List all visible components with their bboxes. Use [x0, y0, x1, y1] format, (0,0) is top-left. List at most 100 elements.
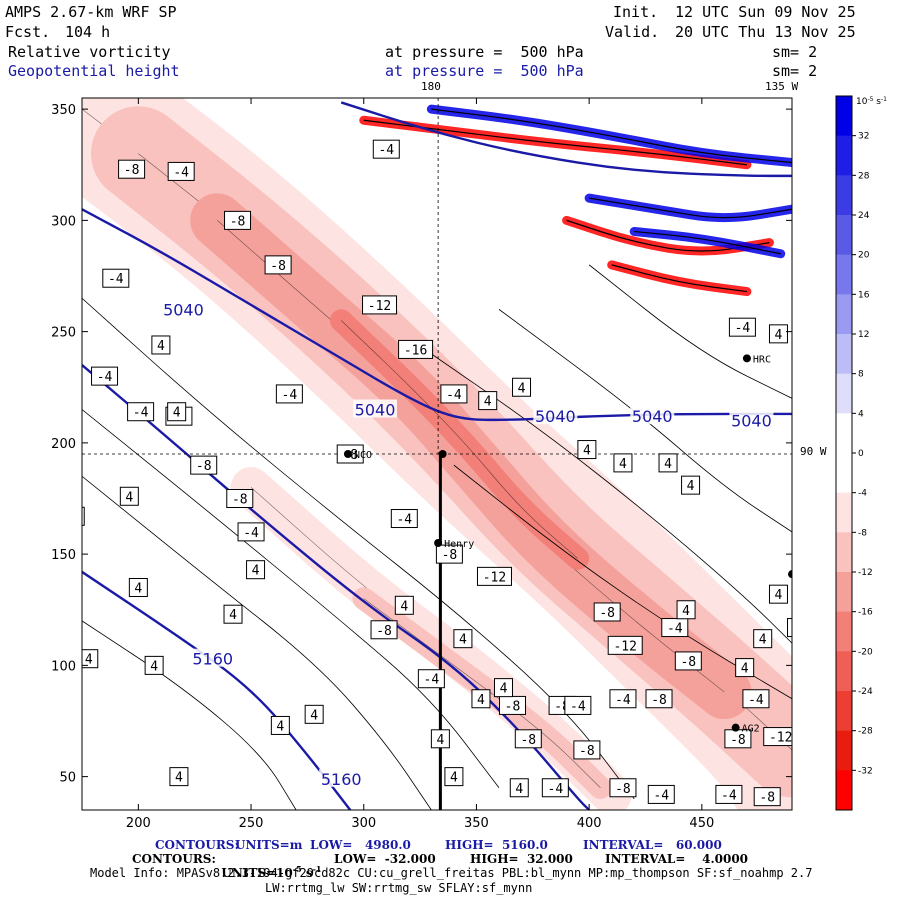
vorticity-label-34: -8 [730, 733, 746, 748]
vorticity-label-0: -8 [124, 163, 140, 178]
station-label-0: NCO [354, 450, 372, 461]
footer-model-info: Model Info: MPASv8.2.3-194-gf29cd82c CU:… [90, 866, 813, 880]
height-contour-0 [82, 208, 792, 422]
vorticity-label-box-9 [91, 366, 119, 386]
x-tick-label-0: 200 [126, 816, 151, 831]
vorticity-label-38: -4 [653, 788, 669, 803]
vorticity-label-box-48 [223, 604, 243, 624]
vorticity-label-box-65 [768, 324, 788, 344]
station-label-3: AG2 [742, 724, 760, 735]
vorticity-label-box-35 [763, 727, 792, 747]
vorticity-label-39: -4 [721, 788, 737, 803]
colorbar-segment-3 [836, 215, 852, 256]
field1-smoothing: sm= 2 [772, 43, 818, 61]
lon-top-label: 180 [421, 80, 441, 93]
vorticity-label-51: 4 [276, 719, 284, 734]
height-label-bg-0 [161, 299, 206, 318]
colorbar-tick-label-15: -28 [858, 727, 873, 737]
init-value: 12 UTC Sun 09 Nov 25 [675, 3, 856, 21]
vorticity-label-box-39 [715, 784, 743, 804]
valid-value: 20 UTC Thu 13 Nov 25 [675, 23, 856, 41]
vorticity-label-71: 4 [450, 771, 458, 786]
vorticity-label-box-23 [674, 651, 702, 671]
y-tick-label-2: 150 [51, 548, 76, 563]
vorticity-label-box-20 [593, 602, 621, 622]
vorticity-label-5: -12 [368, 299, 391, 314]
vorticity-label-29: -4 [570, 699, 586, 714]
vorticity-label-32: -8 [520, 733, 536, 748]
colorbar-tick-label-10: -8 [858, 528, 867, 538]
vorticity-label-37: -8 [615, 782, 631, 797]
vorticity-label-box-33 [573, 740, 601, 760]
x-tick-label-5: 450 [689, 816, 714, 831]
height-label-bg-3 [630, 406, 675, 425]
vorticity-label-box-5 [362, 295, 398, 315]
colorbar-segment-15 [836, 691, 852, 732]
field2-pressure: at pressure = 500 hPa [385, 62, 584, 80]
vorticity-label-50: 4 [150, 659, 158, 674]
colorbar-segment-0 [836, 96, 852, 137]
vorticity-contour-thin-3 [82, 620, 297, 810]
vorticity-label-68: 4 [477, 693, 485, 708]
lon-corner-label: 135 W [765, 80, 799, 93]
vorticity-label-box-52 [304, 704, 324, 724]
vorticity-label-31: -4 [424, 673, 440, 688]
vorticity-label-30: -8 [376, 624, 392, 639]
vorticity-label-40: -8 [759, 791, 775, 806]
vorticity-label-21: -12 [613, 639, 636, 654]
storm-contour-2 [566, 219, 770, 252]
colorbar-tick-label-4: 16 [858, 290, 870, 300]
vorticity-contour-thin-0 [82, 297, 635, 800]
vorticity-label-67: 4 [459, 633, 467, 648]
model-title: AMPS 2.67-km WRF SP [5, 3, 177, 21]
field2-smoothing: sm= 2 [772, 62, 818, 80]
storm-contour-0 [363, 119, 747, 166]
vorticity-label-box-53 [169, 767, 189, 787]
vorticity-contour-3 [340, 320, 579, 559]
vorticity-label-box-58 [658, 453, 678, 473]
y-tick-label-3: 200 [51, 437, 76, 452]
colorbar-segment-14 [836, 651, 852, 692]
vorticity-label-69: 4 [436, 733, 444, 748]
footer-units-2: UNITS=10-5 s-1 [213, 853, 321, 879]
vorticity-label-box-68 [471, 689, 491, 709]
vorticity-label-56: 4 [583, 444, 591, 459]
vorticity-label-box-30 [370, 620, 398, 640]
vorticity-label-box-54 [478, 391, 498, 411]
height-label-bg-5 [190, 648, 235, 667]
vorticity-label-box-32 [514, 729, 542, 749]
vorticity-label-2: -8 [230, 214, 246, 229]
vorticity-label-12: -8 [196, 459, 212, 474]
vorticity-label-box-29 [564, 695, 592, 715]
vorticity-label-box-62 [735, 658, 755, 678]
vorticity-label-44: 4 [71, 510, 79, 525]
vorticity-label-box-0 [118, 159, 146, 179]
vorticity-label-18: -8 [442, 548, 458, 563]
vorticity-label-16: -4 [446, 388, 462, 403]
vorticity-label-23: -8 [680, 655, 696, 670]
vorticity-label-box-10 [127, 402, 155, 422]
station-label-2: HRC [753, 354, 771, 365]
field2-name: Geopotential height [8, 62, 180, 80]
init-label: Init. [613, 3, 659, 21]
height-label-4: 5040 [731, 412, 772, 431]
vorticity-label-22: -4 [667, 622, 683, 637]
station-marker-3 [731, 723, 740, 732]
vorticity-label-box-21 [607, 635, 643, 655]
height-label-1: 5040 [355, 401, 396, 420]
vorticity-label-27: -8 [505, 699, 521, 714]
footer-low-2: LOW= -32.000 [334, 852, 436, 866]
colorbar-unit-part-1: -5 [867, 96, 873, 103]
storm-contour-4 [611, 264, 747, 293]
footer-units-2-exp: -5 [292, 864, 302, 874]
vorticity-label-box-1 [167, 161, 195, 181]
height-label-6: 5160 [321, 770, 362, 789]
vorticity-label-45: 4 [125, 490, 133, 505]
colorbar-segment-17 [836, 770, 852, 811]
field1-name: Relative vorticity [8, 43, 171, 61]
height-label-2: 5040 [535, 407, 576, 426]
colorbar-segment-2 [836, 175, 852, 216]
colorbar-unit: 10-5 s-1 [856, 96, 887, 107]
colorbar-tick-label-3: 20 [858, 251, 870, 261]
